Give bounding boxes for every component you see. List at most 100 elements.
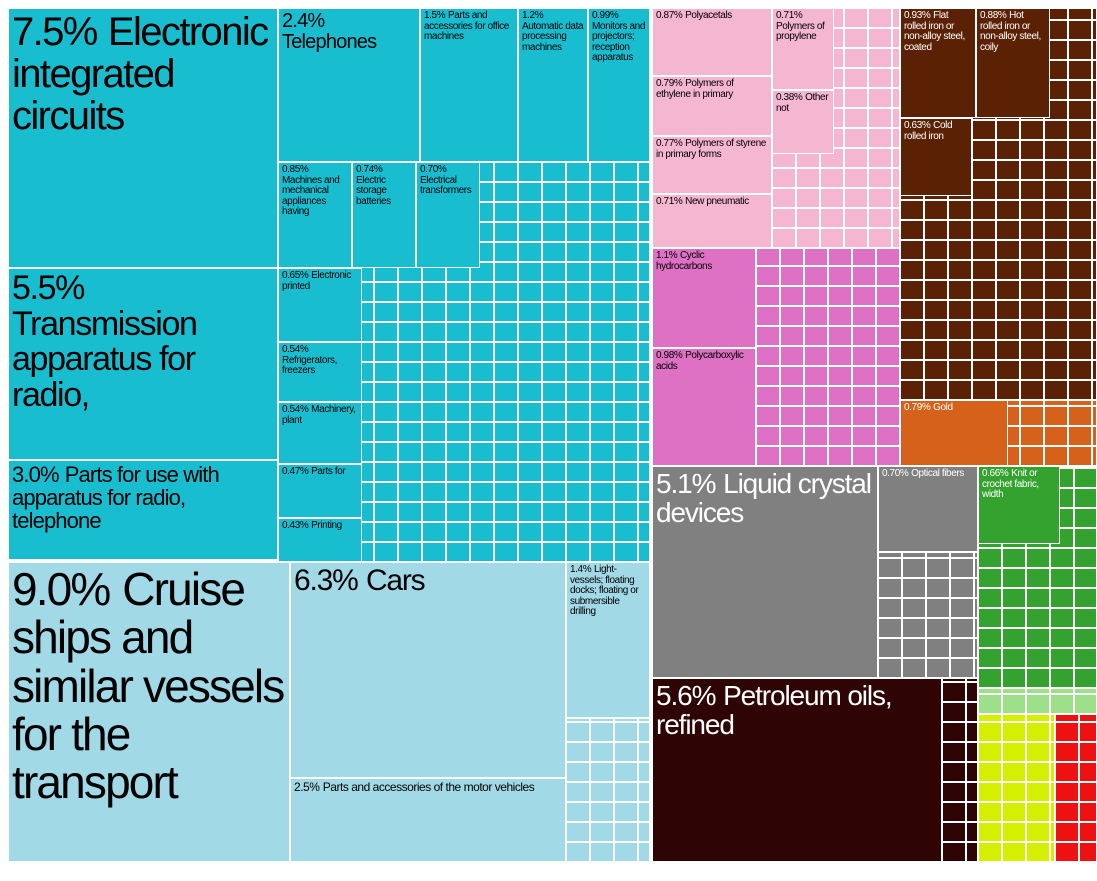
cell: 0.70% Optical fibers (878, 466, 978, 552)
value-label: 0.77% (656, 138, 683, 149)
region (1055, 714, 1097, 862)
cell: 0.54% Refrigerators, freezers (278, 342, 362, 402)
region (942, 678, 978, 862)
value-label: 0.47% (282, 466, 309, 477)
cell-label: Cruise ships and similar vessels for the… (12, 563, 285, 809)
cell: 0.63% Cold rolled iron (900, 118, 972, 196)
cell: 6.3% Cars (290, 562, 566, 778)
cell-label: Knit or crochet fabric, width (982, 468, 1039, 500)
cell-label: Parts for (311, 466, 346, 477)
cell: 0.88% Hot rolled iron or non-alloy steel… (976, 8, 1050, 118)
cell: 2.4% Telephones (278, 8, 420, 162)
cell: 0.77% Polymers of styrene in primary for… (652, 136, 772, 194)
cell: 3.0% Parts for use with apparatus for ra… (8, 460, 278, 560)
value-label: 1.5% (424, 10, 446, 21)
cell-label: Flat rolled iron or non-alloy steel, coa… (904, 10, 965, 53)
value-label: 6.3% (294, 564, 359, 597)
cell-label: Parts and accessories of the motor vehic… (322, 780, 535, 794)
value-label: 0.88% (980, 10, 1007, 21)
value-label: 0.63% (904, 120, 931, 131)
cell: 0.66% Knit or crochet fabric, width (978, 466, 1060, 544)
cell: 0.99% Monitors and projectors; reception… (588, 8, 650, 162)
cell-label: Polycarboxylic acids (656, 350, 744, 372)
cell-label: Gold (933, 402, 953, 413)
cell-label: Automatic data processing machines (522, 20, 584, 53)
cell-label: Printing (311, 520, 342, 531)
cell-label: Other not (776, 92, 829, 114)
cell: 0.70% Electrical transformers (416, 162, 480, 268)
cell-label: Electronic printed (282, 270, 352, 292)
region (772, 8, 900, 248)
cell: 0.54% Machinery, plant (278, 402, 362, 464)
cell-label: Optical fibers (911, 468, 964, 479)
value-label: 0.79% (656, 78, 683, 89)
cell: 1.1% Cyclic hydrocarbons (652, 248, 756, 348)
cell-label: Hot rolled iron or non-alloy steel, coil… (980, 10, 1041, 53)
cell-label: Polyacetals (685, 10, 732, 21)
cell: 0.74% Electric storage batteries (352, 162, 416, 268)
value-label: 0.65% (282, 270, 309, 281)
cell-label: Light-vessels; floating docks; floating … (570, 564, 639, 617)
cell-label: Refrigerators, freezers (282, 354, 337, 376)
cell: 0.71% New pneumatic (652, 194, 772, 248)
cell: 0.47% Parts for (278, 464, 362, 518)
cell-label: Transmission apparatus for radio, (12, 304, 198, 415)
value-label: 7.5% (12, 10, 98, 54)
cell: 1.4% Light-vessels; floating docks; floa… (566, 562, 650, 718)
cell-label: Electric storage batteries (356, 174, 391, 207)
cell-label: Parts and accessories for office machine… (424, 10, 509, 42)
region (756, 248, 900, 466)
cell: 0.38% Other not (772, 90, 834, 154)
cell: 5.1% Liquid crystal devices (652, 466, 878, 678)
cell-label: Polymers of ethylene in primary (656, 78, 734, 100)
value-label: 3.0% (12, 462, 59, 487)
value-label: 0.87% (656, 10, 683, 21)
cell: 0.79% Gold (900, 400, 1008, 466)
cell-label: Telephones (282, 31, 377, 53)
value-label: 0.79% (904, 402, 931, 413)
cell: 0.79% Polymers of ethylene in primary (652, 76, 772, 136)
value-label: 2.4% (282, 10, 325, 32)
value-label: 0.74% (356, 164, 383, 175)
cell: 7.5% Electronic integrated circuits (8, 8, 278, 268)
value-label: 0.43% (282, 520, 309, 531)
cell-label: Machines and mechanical appliances havin… (282, 174, 340, 217)
value-label: 0.38% (776, 92, 803, 103)
cell-label: Cars (365, 564, 426, 597)
value-label: 1.4% (570, 564, 592, 575)
value-label: 2.5% (294, 780, 320, 794)
cell: 2.5% Parts and accessories of the motor … (290, 778, 566, 862)
cell: 0.87% Polyacetals (652, 8, 772, 76)
value-label: 0.54% (282, 404, 309, 415)
value-label: 0.85% (282, 164, 309, 175)
cell: 0.65% Electronic printed (278, 268, 362, 342)
cell-label: Cold rolled iron (904, 120, 953, 142)
cell-label: New pneumatic (685, 196, 749, 207)
value-label: 0.71% (656, 196, 683, 207)
cell-label: Polymers of styrene in primary forms (656, 138, 766, 160)
cell-label: Electronic integrated circuits (12, 10, 269, 138)
region (878, 552, 978, 678)
cell-label: Liquid crystal devices (656, 468, 872, 529)
cell: 9.0% Cruise ships and similar vessels fo… (8, 562, 290, 862)
value-label: 1.1% (656, 250, 678, 261)
cell: 1.5% Parts and accessories for office ma… (420, 8, 518, 162)
value-label: 9.0% (12, 563, 111, 615)
region (566, 718, 650, 862)
value-label: 5.5% (12, 269, 85, 307)
cell-label: Parts for use with apparatus for radio, … (12, 462, 220, 534)
value-label: 0.99% (592, 10, 619, 21)
value-label: 0.54% (282, 344, 309, 355)
value-label: 0.70% (420, 164, 447, 175)
cell: 0.71% Polymers of propylene (772, 8, 834, 90)
value-label: 0.98% (656, 350, 683, 361)
cell-label: Machinery, plant (282, 404, 356, 426)
cell: 0.93% Flat rolled iron or non-alloy stee… (900, 8, 976, 118)
cell: 5.6% Petroleum oils, refined (652, 678, 942, 862)
value-label: 0.70% (882, 468, 909, 479)
region (978, 688, 1097, 714)
cell: 0.43% Printing (278, 518, 362, 562)
cell-label: Cyclic hydrocarbons (656, 250, 712, 272)
value-label: 5.1% (656, 468, 716, 499)
